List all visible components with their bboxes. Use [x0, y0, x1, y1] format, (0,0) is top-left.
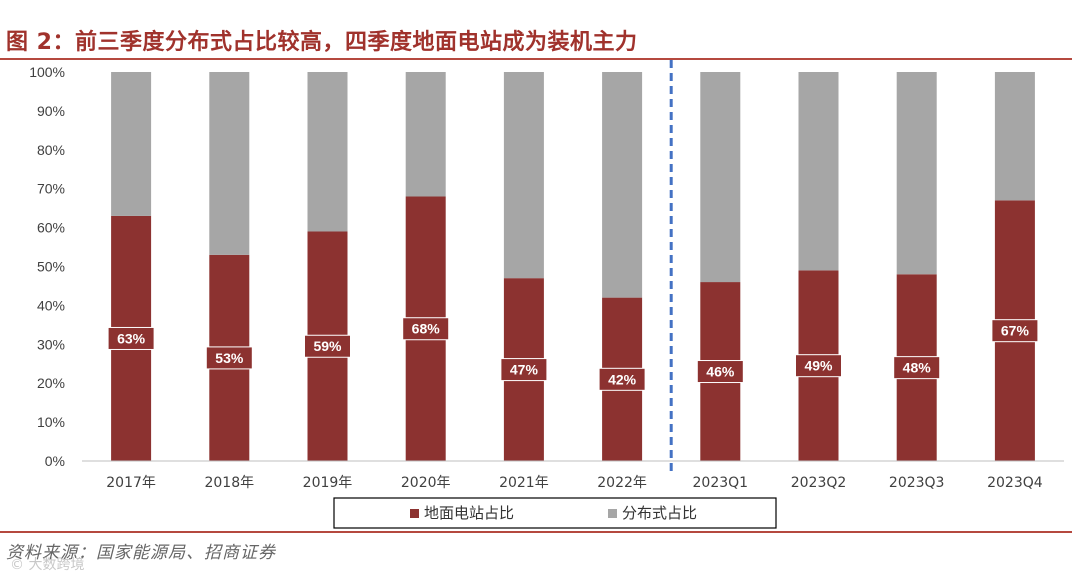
data-label-box-7 [795, 354, 842, 378]
bar-distributed-2 [307, 72, 348, 232]
bar-distributed-7 [798, 72, 839, 271]
bar-distributed-8 [896, 72, 937, 275]
x-tick-label-0: 2017年 [106, 475, 156, 491]
y-tick-label: 90% [37, 103, 65, 119]
bar-distributed-0 [111, 72, 152, 216]
y-axis: 0% 10% 20% 30% 40% 50% 60% 70% 80% 90% 100% [29, 64, 65, 469]
source-note: 资料来源：国家能源局、招商证券 [6, 543, 276, 563]
data-label-0: 63% [117, 330, 146, 346]
x-tick-label-6: 2023Q1 [693, 475, 749, 491]
x-tick-label-1: 2018年 [204, 475, 254, 491]
y-tick-label: 30% [37, 336, 65, 352]
x-tick-label-3: 2020年 [401, 475, 451, 491]
x-tick-label-8: 2023Q3 [889, 475, 945, 491]
data-label-8: 48% [903, 360, 932, 376]
x-tick-label-2: 2019年 [303, 475, 353, 491]
data-label-7: 49% [804, 358, 833, 374]
data-label-box-9 [991, 319, 1039, 343]
data-label-9: 67% [1001, 323, 1030, 339]
data-label-6: 46% [706, 364, 735, 380]
data-label-box-4 [500, 358, 548, 382]
data-label-box-5 [598, 367, 646, 391]
data-label-2: 59% [313, 338, 342, 354]
bar-distributed-3 [405, 72, 446, 197]
data-label-5: 42% [608, 371, 637, 387]
y-tick-label: 20% [37, 375, 65, 391]
y-tick-label: 0% [45, 453, 65, 469]
chart-title: 图 2：前三季度分布式占比较高，四季度地面电站成为装机主力 [6, 30, 638, 55]
y-tick-label: 70% [37, 181, 65, 197]
data-label-box-8 [893, 356, 941, 380]
data-label-box-1 [205, 346, 253, 370]
bar-distributed-1 [209, 72, 250, 255]
x-tick-label-9: 2023Q4 [987, 475, 1043, 491]
y-tick-label: 80% [37, 142, 65, 158]
y-tick-label: 40% [37, 297, 65, 313]
data-label-3: 68% [412, 321, 441, 337]
legend-swatch-1 [608, 509, 617, 518]
watermark: © 大数跨境 [10, 557, 85, 573]
y-tick-label: 60% [37, 220, 65, 236]
y-tick-label: 10% [37, 414, 65, 430]
legend: 地面电站占比 分布式占比 [333, 497, 777, 529]
legend-swatch-0 [410, 509, 419, 518]
data-label-box-6 [696, 360, 744, 384]
stacked-bar-chart: 0% 10% 20% 30% 40% 50% 60% 70% 80% 90% 100% 63% 53%… [29, 60, 1064, 529]
legend-box [333, 497, 777, 529]
x-tick-label-4: 2021年 [499, 475, 549, 491]
bar-distributed-5 [602, 72, 643, 298]
data-label-box-0 [107, 326, 155, 350]
x-tick-label-7: 2023Q2 [791, 475, 847, 491]
bar-group [111, 60, 1035, 475]
data-label-box-3 [402, 317, 450, 341]
y-tick-label: 50% [37, 259, 65, 275]
legend-label-0: 地面电站占比 [424, 504, 514, 522]
title-divider [0, 58, 1072, 60]
bar-distributed-9 [994, 72, 1035, 201]
y-tick-label: 100% [29, 64, 65, 80]
data-label-box-2 [304, 334, 351, 358]
bar-distributed-6 [700, 72, 741, 283]
x-tick-label-5: 2022年 [597, 475, 647, 491]
data-label-1: 53% [215, 350, 244, 366]
footer-divider [0, 531, 1072, 533]
data-label-group: 63% 53% 59% 68% 47% 42% 46% 49% 48% 67% [107, 317, 1039, 391]
x-axis: 2017年 2018年 2019年 2020年 2021年 2022年 2023Q1 2023… [82, 460, 1064, 491]
bar-distributed-4 [503, 72, 544, 279]
legend-label-1: 分布式占比 [622, 504, 697, 522]
data-label-4: 47% [510, 362, 539, 378]
